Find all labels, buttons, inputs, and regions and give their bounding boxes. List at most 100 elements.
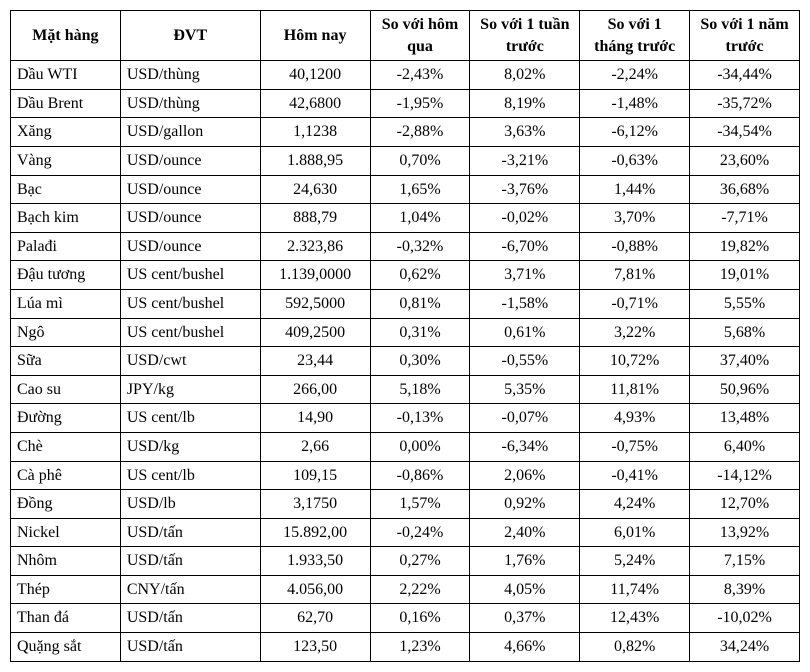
table-cell: 3,63% xyxy=(470,118,580,147)
table-cell: -0,32% xyxy=(370,232,470,261)
table-cell: 5,35% xyxy=(470,375,580,404)
table-cell: -0,86% xyxy=(370,461,470,490)
table-cell: 0,81% xyxy=(370,289,470,318)
table-row: Cao suJPY/kg266,005,18%5,35%11,81%50,96% xyxy=(11,375,800,404)
table-cell: USD/ounce xyxy=(120,175,260,204)
table-row: BạcUSD/ounce24,6301,65%-3,76%1,44%36,68% xyxy=(11,175,800,204)
table-cell: Bạc xyxy=(11,175,121,204)
table-cell: 888,79 xyxy=(260,204,370,233)
table-cell: 266,00 xyxy=(260,375,370,404)
table-cell: 4,66% xyxy=(470,633,580,662)
table-row: Dầu WTIUSD/thùng40,1200-2,43%8,02%-2,24%… xyxy=(11,61,800,90)
table-cell: Cao su xyxy=(11,375,121,404)
table-cell: -34,44% xyxy=(690,61,800,90)
table-cell: -10,02% xyxy=(690,604,800,633)
table-cell: US cent/lb xyxy=(120,404,260,433)
table-cell: 0,37% xyxy=(470,604,580,633)
table-cell: Thép xyxy=(11,575,121,604)
table-cell: 14,90 xyxy=(260,404,370,433)
table-cell: USD/kg xyxy=(120,432,260,461)
table-cell: US cent/lb xyxy=(120,461,260,490)
table-row: Bạch kimUSD/ounce888,791,04%-0,02%3,70%-… xyxy=(11,204,800,233)
table-cell: 123,50 xyxy=(260,633,370,662)
table-cell: Đồng xyxy=(11,490,121,519)
table-cell: 2.323,86 xyxy=(260,232,370,261)
table-cell: USD/tấn xyxy=(120,604,260,633)
table-cell: 40,1200 xyxy=(260,61,370,90)
table-body: Dầu WTIUSD/thùng40,1200-2,43%8,02%-2,24%… xyxy=(11,61,800,661)
table-cell: 5,68% xyxy=(690,318,800,347)
table-cell: 109,15 xyxy=(260,461,370,490)
table-cell: -34,54% xyxy=(690,118,800,147)
table-cell: 0,31% xyxy=(370,318,470,347)
table-cell: -7,71% xyxy=(690,204,800,233)
table-cell: 1.139,0000 xyxy=(260,261,370,290)
table-cell: 3,22% xyxy=(580,318,690,347)
table-cell: 13,92% xyxy=(690,518,800,547)
table-row: ChèUSD/kg2,660,00%-6,34%-0,75%6,40% xyxy=(11,432,800,461)
table-cell: 0,27% xyxy=(370,547,470,576)
table-row: VàngUSD/ounce1.888,950,70%-3,21%-0,63%23… xyxy=(11,146,800,175)
table-cell: Nhôm xyxy=(11,547,121,576)
table-row: Than đáUSD/tấn62,700,16%0,37%12,43%-10,0… xyxy=(11,604,800,633)
table-cell: 1.933,50 xyxy=(260,547,370,576)
table-cell: USD/thùng xyxy=(120,89,260,118)
table-cell: 2,40% xyxy=(470,518,580,547)
table-row: NgôUS cent/bushel409,25000,31%0,61%3,22%… xyxy=(11,318,800,347)
table-cell: 0,62% xyxy=(370,261,470,290)
table-cell: 8,19% xyxy=(470,89,580,118)
table-row: Lúa mìUS cent/bushel592,50000,81%-1,58%-… xyxy=(11,289,800,318)
table-cell: 1,23% xyxy=(370,633,470,662)
table-cell: USD/tấn xyxy=(120,518,260,547)
table-cell: -0,63% xyxy=(580,146,690,175)
table-cell: 0,82% xyxy=(580,633,690,662)
col-header-vs-month: So với 1 tháng trước xyxy=(580,11,690,61)
table-row: PalađiUSD/ounce2.323,86-0,32%-6,70%-0,88… xyxy=(11,232,800,261)
col-header-vs-year: So với 1 năm trước xyxy=(690,11,800,61)
table-row: Đậu tươngUS cent/bushel1.139,00000,62%3,… xyxy=(11,261,800,290)
table-cell: -1,48% xyxy=(580,89,690,118)
table-cell: 2,06% xyxy=(470,461,580,490)
table-cell: -0,07% xyxy=(470,404,580,433)
table-cell: 1,44% xyxy=(580,175,690,204)
table-cell: 50,96% xyxy=(690,375,800,404)
table-cell: USD/ounce xyxy=(120,204,260,233)
table-cell: 4.056,00 xyxy=(260,575,370,604)
table-cell: -6,70% xyxy=(470,232,580,261)
table-cell: 7,15% xyxy=(690,547,800,576)
table-cell: Đường xyxy=(11,404,121,433)
table-cell: Lúa mì xyxy=(11,289,121,318)
table-cell: 409,2500 xyxy=(260,318,370,347)
table-cell: JPY/kg xyxy=(120,375,260,404)
table-cell: Cà phê xyxy=(11,461,121,490)
table-cell: 5,24% xyxy=(580,547,690,576)
table-cell: -6,34% xyxy=(470,432,580,461)
table-cell: 4,05% xyxy=(470,575,580,604)
table-cell: 5,55% xyxy=(690,289,800,318)
table-cell: 8,39% xyxy=(690,575,800,604)
table-cell: 6,01% xyxy=(580,518,690,547)
table-cell: Quặng sắt xyxy=(11,633,121,662)
table-cell: 2,66 xyxy=(260,432,370,461)
col-header-today: Hôm nay xyxy=(260,11,370,61)
table-cell: 0,00% xyxy=(370,432,470,461)
table-row: Cà phêUS cent/lb109,15-0,86%2,06%-0,41%-… xyxy=(11,461,800,490)
table-cell: 1.888,95 xyxy=(260,146,370,175)
table-cell: 4,93% xyxy=(580,404,690,433)
table-cell: Chè xyxy=(11,432,121,461)
table-cell: -0,71% xyxy=(580,289,690,318)
table-cell: -0,13% xyxy=(370,404,470,433)
table-row: NickelUSD/tấn15.892,00-0,24%2,40%6,01%13… xyxy=(11,518,800,547)
table-cell: 1,57% xyxy=(370,490,470,519)
table-cell: Xăng xyxy=(11,118,121,147)
table-cell: 0,30% xyxy=(370,347,470,376)
table-cell: 3,71% xyxy=(470,261,580,290)
table-cell: -0,24% xyxy=(370,518,470,547)
table-cell: 24,630 xyxy=(260,175,370,204)
table-cell: -2,24% xyxy=(580,61,690,90)
table-cell: -1,58% xyxy=(470,289,580,318)
col-header-vs-yesterday: So với hôm qua xyxy=(370,11,470,61)
table-row: ThépCNY/tấn4.056,002,22%4,05%11,74%8,39% xyxy=(11,575,800,604)
table-cell: 37,40% xyxy=(690,347,800,376)
table-cell: US cent/bushel xyxy=(120,261,260,290)
